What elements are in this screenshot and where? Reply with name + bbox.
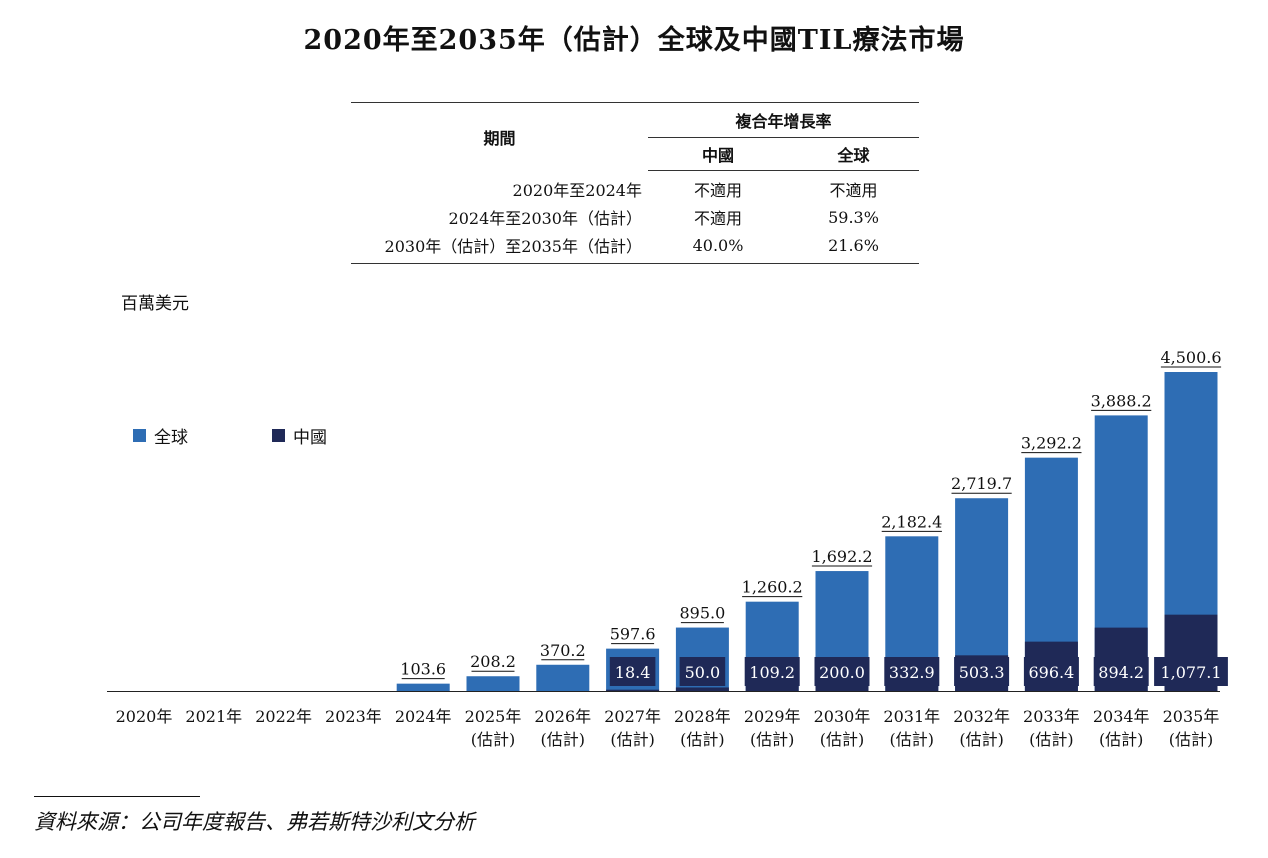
data-label-global: 895.0 xyxy=(679,604,725,623)
china-cagr-cell: 不適用 xyxy=(693,181,742,200)
x-tick-sublabel: (估計) xyxy=(1099,730,1144,749)
bar-china xyxy=(606,689,660,691)
data-label-box-china xyxy=(1093,657,1149,686)
bar-china xyxy=(745,683,799,691)
global-cagr-cell: 不適用 xyxy=(829,181,878,200)
x-tick-label: 2029年 xyxy=(744,707,801,726)
x-tick-label: 2034年 xyxy=(1093,707,1150,726)
data-label-global: 208.2 xyxy=(470,652,516,671)
x-tick-sublabel: (估計) xyxy=(890,730,935,749)
data-label-global: 1,692.2 xyxy=(811,547,872,566)
bar-china xyxy=(675,687,729,691)
period-cell: 2030年（估計）至2035年（估計） xyxy=(351,231,648,264)
unit-label: 百萬美元 xyxy=(121,294,189,314)
data-label-global: 103.6 xyxy=(400,660,446,679)
legend-label-global: 全球 xyxy=(154,428,188,448)
bar-global xyxy=(536,664,590,691)
chart-title: 2020年至2035年（估計）全球及中國TIL療法市場 xyxy=(303,25,965,56)
global-cagr-cell: 21.6% xyxy=(788,231,919,264)
data-label-global: 2,182.4 xyxy=(881,512,942,531)
cagr-table: 期間 複合年增長率 中國 全球 2020年至2024年 不適用 不適用 2024… xyxy=(351,102,919,264)
data-label-global: 3,888.2 xyxy=(1091,391,1152,410)
x-tick-label: 2026年 xyxy=(534,707,591,726)
table-row: 2030年（估計）至2035年（估計） 40.0% 21.6% xyxy=(351,231,919,264)
x-tick-label: 2021年 xyxy=(185,707,242,726)
legend-item-global: 全球 xyxy=(133,423,188,448)
x-tick-sublabel: (估計) xyxy=(750,730,795,749)
legend-swatch-global xyxy=(133,429,146,442)
legend-label-china: 中國 xyxy=(293,428,327,448)
bar-global xyxy=(466,676,520,691)
x-tick-label: 2023年 xyxy=(325,707,382,726)
data-label-china: 200.0 xyxy=(819,663,865,682)
data-label-china: 109.2 xyxy=(749,663,795,682)
data-label-china: 894.2 xyxy=(1098,663,1144,682)
data-label-box-china xyxy=(954,657,1010,686)
period-header: 期間 xyxy=(351,102,648,171)
china-cagr-cell: 40.0% xyxy=(648,231,788,264)
data-label-box-china xyxy=(609,657,656,686)
x-tick-sublabel: (估計) xyxy=(1169,730,1214,749)
x-tick-label: 2020年 xyxy=(116,707,173,726)
x-tick-label: 2031年 xyxy=(883,707,940,726)
data-label-box-china xyxy=(1154,657,1228,686)
period-cell: 2020年至2024年 xyxy=(512,180,642,200)
legend-swatch-china xyxy=(272,429,285,442)
x-tick-sublabel: (估計) xyxy=(1029,730,1074,749)
x-tick-sublabel: (估計) xyxy=(959,730,1004,749)
data-label-box-china xyxy=(814,657,870,686)
data-label-global: 3,292.2 xyxy=(1021,434,1082,453)
global-cagr-cell: 59.3% xyxy=(828,207,879,227)
x-tick-label: 2032年 xyxy=(953,707,1010,726)
x-tick-label: 2027年 xyxy=(604,707,661,726)
x-tick-sublabel: (估計) xyxy=(471,730,516,749)
x-tick-sublabel: (估計) xyxy=(541,730,586,749)
x-tick-sublabel: (估計) xyxy=(680,730,725,749)
table-row: 2024年至2030年（估計） 不適用 59.3% xyxy=(351,203,919,231)
data-label-china: 50.0 xyxy=(685,663,721,682)
data-label-china: 332.9 xyxy=(889,663,935,682)
column-china: 中國 xyxy=(648,137,788,171)
data-label-china: 696.4 xyxy=(1028,663,1074,682)
data-label-box-china xyxy=(679,657,726,686)
data-label-global: 370.2 xyxy=(540,641,586,660)
x-tick-sublabel: (估計) xyxy=(610,730,655,749)
x-tick-label: 2033年 xyxy=(1023,707,1080,726)
data-label-china: 18.4 xyxy=(615,663,651,682)
data-label-box-china xyxy=(1023,657,1079,686)
data-label-global: 597.6 xyxy=(610,625,656,644)
x-tick-sublabel: (估計) xyxy=(820,730,865,749)
china-cagr-cell: 不適用 xyxy=(693,209,742,228)
source-note: 資料來源：公司年度報告、弗若斯特沙利文分析 xyxy=(34,810,475,834)
data-label-global: 2,719.7 xyxy=(951,474,1012,493)
data-label-box-china xyxy=(744,657,800,686)
data-label-china: 503.3 xyxy=(959,663,1005,682)
x-tick-label: 2022年 xyxy=(255,707,312,726)
x-tick-label: 2025年 xyxy=(465,707,522,726)
data-label-global: 1,260.2 xyxy=(742,578,803,597)
x-tick-label: 2030年 xyxy=(814,707,871,726)
cagr-header: 複合年增長率 xyxy=(648,102,919,138)
data-label-box-china xyxy=(884,657,940,686)
data-label-global: 4,500.6 xyxy=(1160,348,1221,367)
column-global: 全球 xyxy=(788,137,919,171)
table-row: 2020年至2024年 不適用 不適用 xyxy=(351,171,919,204)
x-tick-label: 2028年 xyxy=(674,707,731,726)
legend-item-china: 中國 xyxy=(272,423,327,448)
source-divider xyxy=(34,796,200,797)
x-tick-label: 2035年 xyxy=(1163,707,1220,726)
x-tick-label: 2024年 xyxy=(395,707,452,726)
period-cell: 2024年至2030年（估計） xyxy=(448,209,642,228)
data-label-china: 1,077.1 xyxy=(1160,663,1221,682)
bar-global xyxy=(396,683,450,691)
